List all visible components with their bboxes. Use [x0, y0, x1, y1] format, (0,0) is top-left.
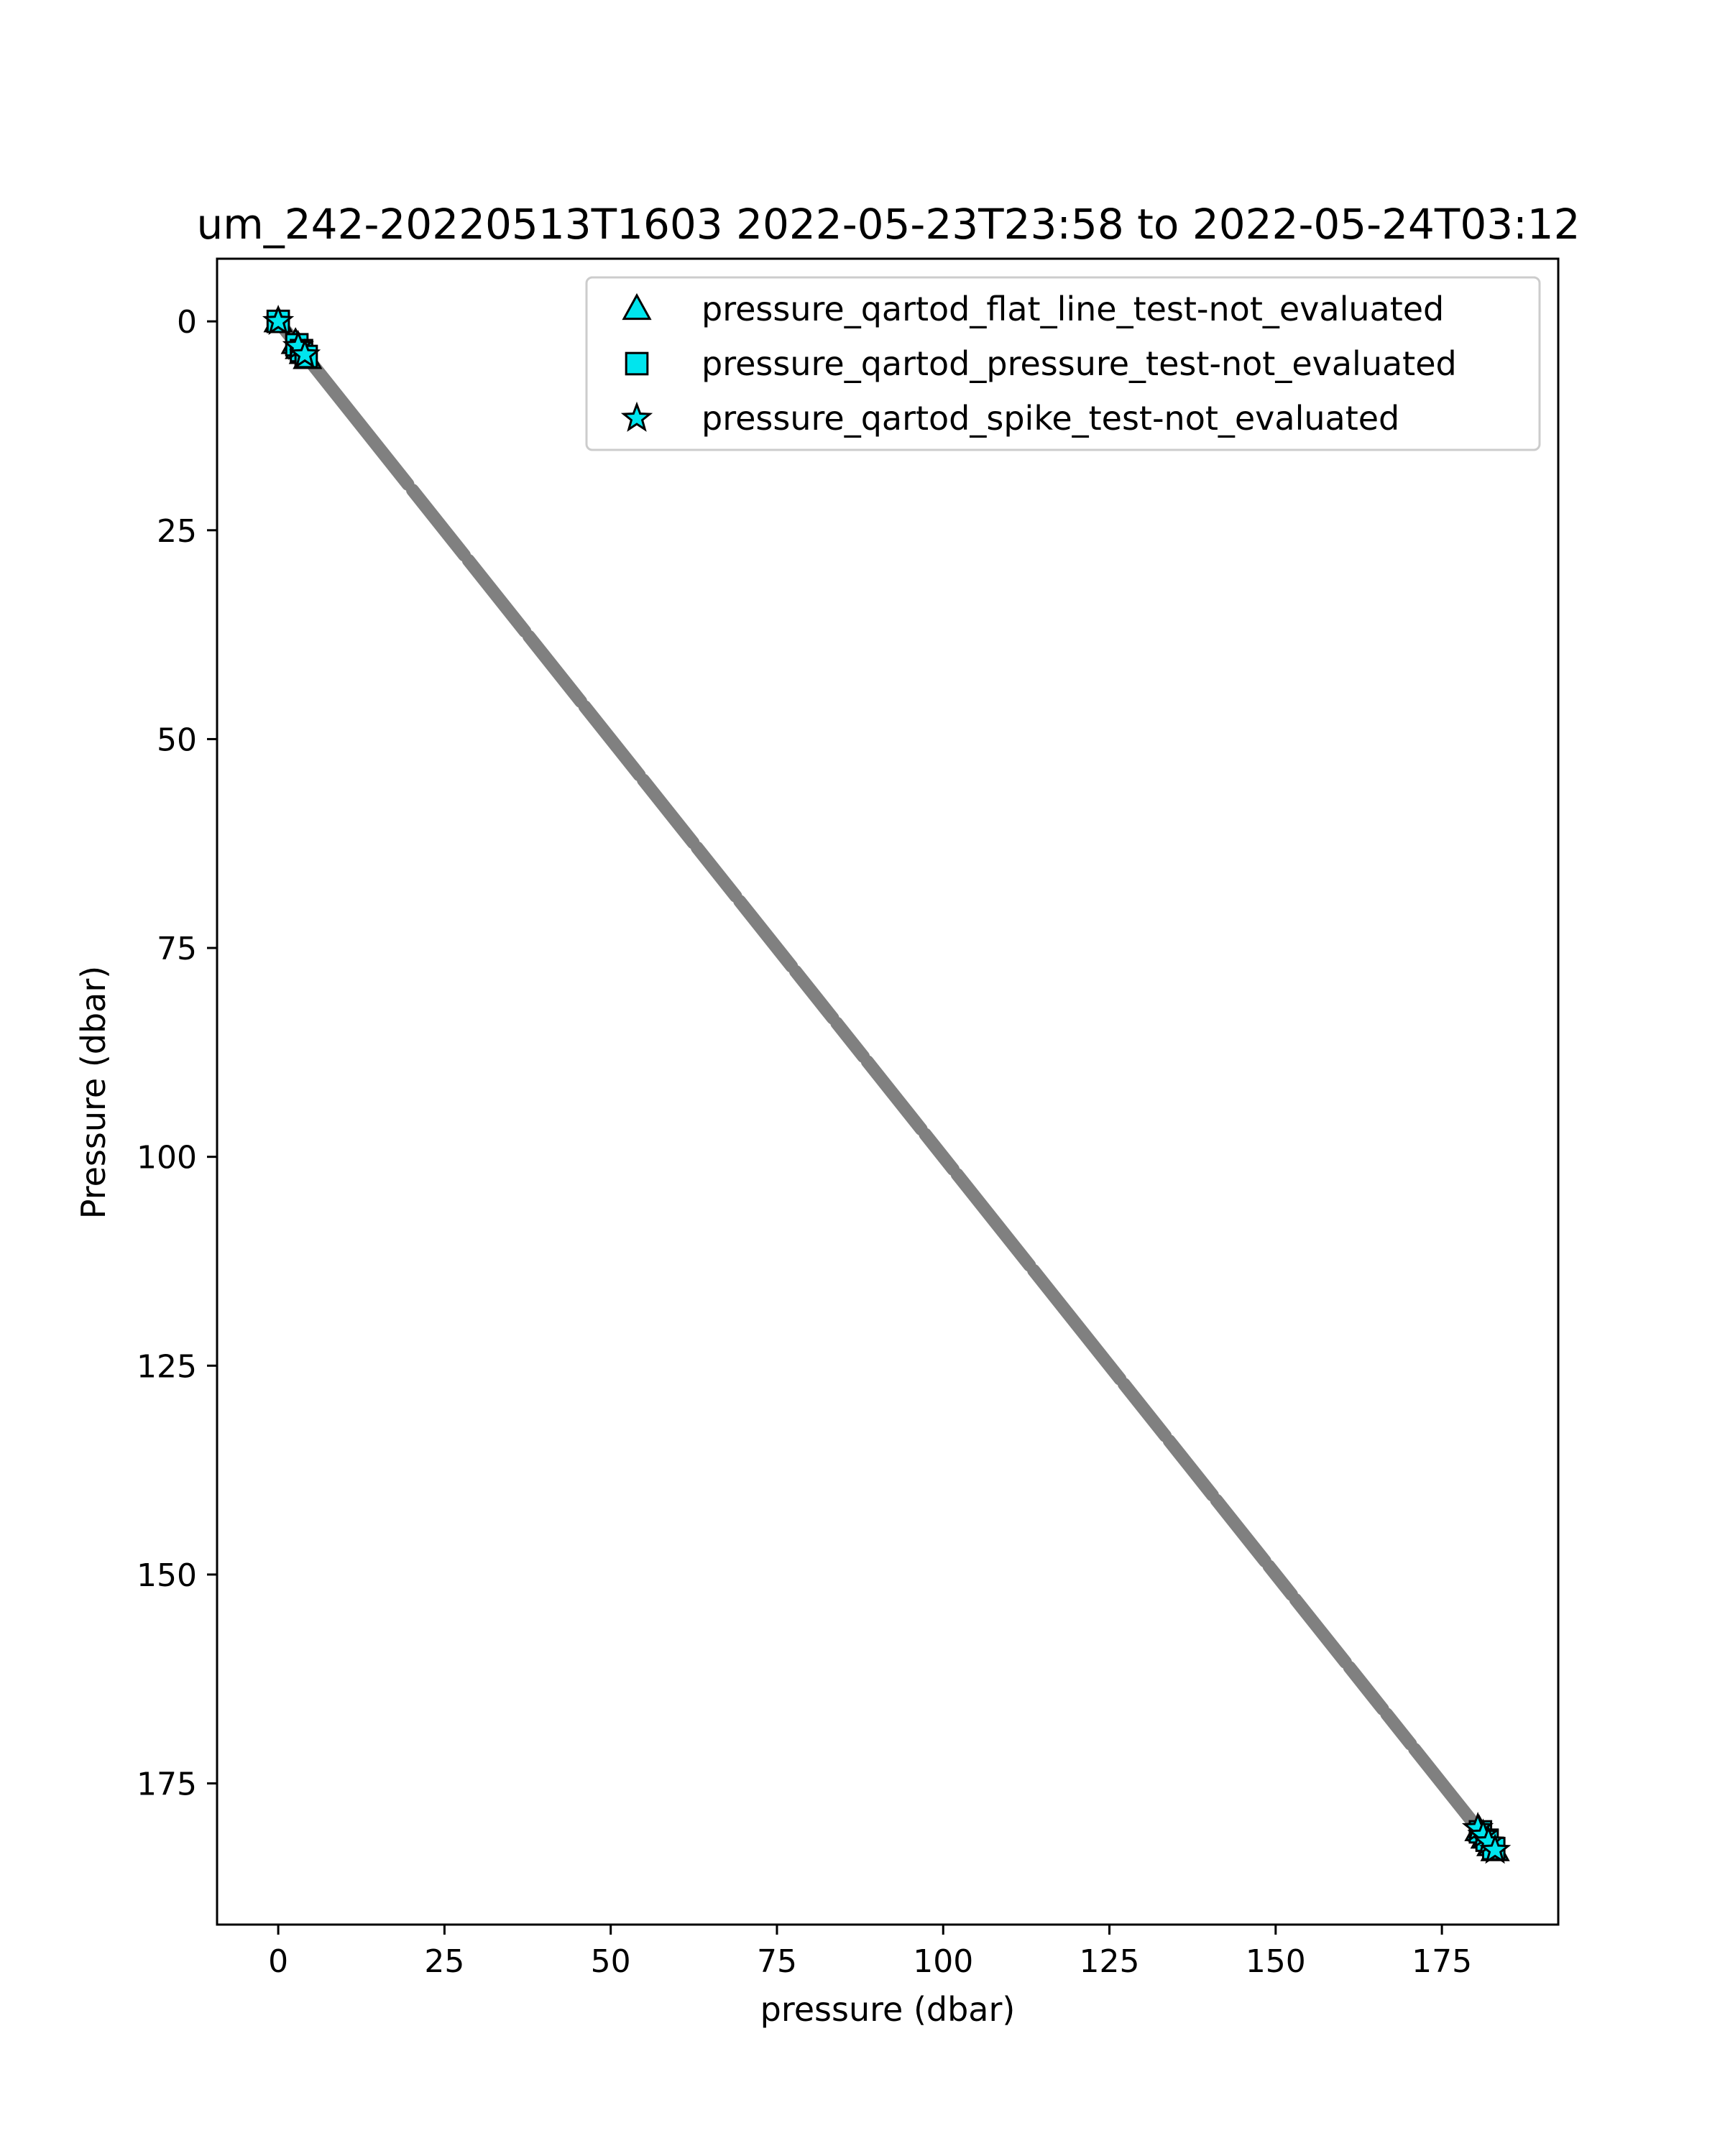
legend-entry: pressure_qartod_flat_line_test-not_evalu…	[702, 290, 1444, 328]
x-tick-label: 50	[591, 1943, 631, 1980]
data-point	[262, 304, 295, 336]
legend-marker	[622, 292, 652, 321]
chart-title: um_242-20220513T1603 2022-05-23T23:58 to…	[197, 200, 1581, 249]
plot-area	[262, 304, 1512, 1864]
x-tick-label: 25	[424, 1943, 464, 1980]
data-line-segment	[860, 1055, 928, 1136]
data-line-segment	[461, 553, 532, 638]
y-tick-label: 175	[137, 1766, 197, 1803]
data-line-segment	[1343, 1660, 1389, 1716]
data-line-segment	[830, 1016, 870, 1064]
x-tick-label: 125	[1080, 1943, 1140, 1980]
x-tick-label: 0	[268, 1943, 288, 1980]
data-line-segment	[637, 773, 700, 849]
y-tick-label: 75	[157, 931, 197, 967]
legend-marker	[620, 401, 653, 432]
data-line-segment	[1289, 1593, 1352, 1669]
y-axis-label: Pressure (dbar)	[74, 966, 113, 1219]
y-tick-label: 25	[157, 513, 197, 550]
y-tick-label: 0	[177, 304, 197, 341]
y-tick-label: 125	[137, 1348, 197, 1385]
data-line-segment	[1210, 1493, 1272, 1568]
data-line-segment	[733, 894, 799, 973]
x-tick-label: 175	[1412, 1943, 1472, 1980]
x-tick-label: 100	[913, 1943, 973, 1980]
data-line-segment	[690, 841, 742, 903]
y-axis: 0 25 50 75 100 125 150 175	[137, 304, 217, 1803]
data-line-segment	[950, 1168, 1036, 1272]
data-line-segment	[405, 484, 472, 562]
y-tick-label: 50	[157, 722, 197, 758]
y-tick-label: 150	[137, 1557, 197, 1594]
plot-frame	[216, 257, 1560, 1926]
data-line-segment	[1262, 1560, 1299, 1601]
legend: pressure_qartod_flat_line_test-not_evalu…	[585, 276, 1541, 451]
x-tick-label: 75	[757, 1943, 797, 1980]
y-tick-label: 100	[137, 1140, 197, 1176]
data-line-segment	[578, 700, 646, 782]
data-line-segment	[522, 630, 588, 709]
x-tick-label: 150	[1246, 1943, 1306, 1980]
data-point	[1478, 1833, 1512, 1864]
data-line-segment	[1162, 1434, 1219, 1502]
data-line-segment	[788, 964, 840, 1025]
legend-entry: pressure_qartod_spike_test-not_evaluated	[702, 399, 1399, 438]
legend-box	[585, 276, 1541, 451]
legend-entry: pressure_qartod_pressure_test-not_evalua…	[702, 344, 1457, 383]
data-line-segment	[919, 1128, 960, 1176]
x-axis-label: pressure (dbar)	[760, 1990, 1016, 2029]
legend-marker	[625, 351, 649, 376]
data-point	[288, 338, 321, 369]
data-line-segment	[1027, 1263, 1127, 1386]
data-line-segment	[1380, 1708, 1417, 1751]
x-axis: 0 25 50 75 100 125 150 175	[268, 1925, 1472, 1980]
data-line-segment	[1117, 1377, 1172, 1442]
